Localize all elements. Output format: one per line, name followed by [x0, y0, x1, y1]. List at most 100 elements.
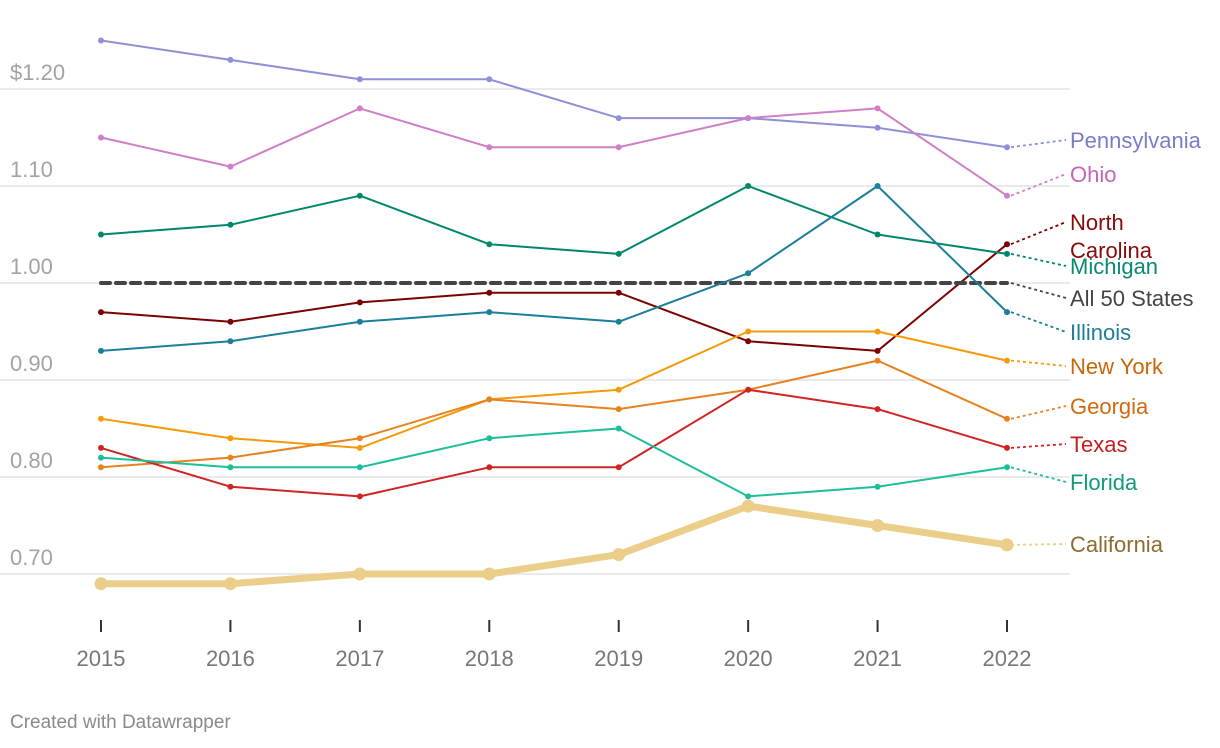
data-point-illinois — [745, 270, 752, 277]
x-tick-label: 2017 — [335, 646, 384, 671]
x-axis: 2015 2016 2017 2018 2019 2020 2021 2022 — [77, 620, 1032, 671]
data-point-ohio — [486, 144, 493, 151]
data-point-ohio — [615, 144, 622, 151]
data-point-pennsylvania — [874, 124, 881, 131]
series-line-michigan — [100, 185, 1008, 255]
series-line-ohio — [100, 107, 1008, 197]
x-tick-label: 2020 — [724, 646, 773, 671]
data-point-florida — [615, 425, 622, 432]
data-point-texas — [745, 386, 752, 393]
data-point-california — [1000, 538, 1014, 552]
data-point-pennsylvania — [356, 76, 363, 83]
line-chart: 0.700.800.901.001.10$1.20 2015 2016 2017 20… — [0, 37, 1202, 671]
data-point-georgia — [874, 357, 881, 364]
data-point-ohio — [227, 163, 234, 170]
data-point-florida — [227, 464, 234, 471]
label-connector-north-carolina — [1010, 221, 1067, 246]
data-point-georgia — [486, 396, 493, 403]
x-tick-label: 2022 — [983, 646, 1032, 671]
series-label-georgia: Georgia — [1070, 394, 1149, 419]
x-tick-label: 2021 — [853, 646, 902, 671]
data-point-new-york — [745, 328, 752, 335]
data-point-texas — [98, 444, 104, 451]
credit-text: Created with Datawrapper — [10, 712, 231, 733]
data-point-florida — [98, 454, 104, 461]
data-point-california — [223, 577, 237, 591]
series-line-north-carolina — [100, 243, 1008, 352]
data-point-georgia — [227, 454, 234, 461]
data-point-california — [741, 499, 755, 513]
data-point-michigan — [1004, 250, 1010, 257]
data-point-new-york — [874, 328, 881, 335]
y-axis-ticks: 0.70 0.80 0.90 1.00 1.10 $1.20 — [10, 60, 65, 570]
data-point-pennsylvania — [486, 76, 493, 83]
data-point-texas — [356, 493, 363, 500]
data-point-north-carolina — [615, 289, 622, 296]
data-point-pennsylvania — [615, 115, 622, 122]
data-point-michigan — [874, 231, 881, 238]
series-label-north-carolina: Carolina — [1070, 238, 1153, 263]
label-connector-texas — [1010, 443, 1067, 449]
series-line-illinois — [100, 185, 1008, 352]
series-line-pennsylvania — [100, 39, 1008, 149]
x-tick-label: 2016 — [206, 646, 255, 671]
data-point-illinois — [874, 183, 881, 189]
data-point-ohio — [356, 105, 363, 112]
label-connector-pennsylvania — [1010, 139, 1067, 149]
data-point-california — [612, 548, 626, 562]
data-point-georgia — [356, 435, 363, 442]
data-point-ohio — [874, 105, 881, 112]
series-label-pennsylvania: Pennsylvania — [1070, 128, 1202, 153]
data-point-michigan — [98, 231, 104, 238]
data-point-north-carolina — [356, 299, 363, 306]
series-lines — [94, 37, 1067, 591]
data-point-north-carolina — [227, 318, 234, 325]
x-tick-label: 2018 — [465, 646, 514, 671]
series-label-michigan: Michigan — [1070, 254, 1158, 279]
data-point-florida — [356, 464, 363, 471]
series-label-new-york: New York — [1070, 354, 1164, 379]
series-line-new-york — [100, 330, 1008, 449]
x-tick-label: 2015 — [77, 646, 126, 671]
data-point-georgia — [1004, 415, 1010, 422]
data-point-new-york — [227, 435, 234, 442]
data-point-north-carolina — [1004, 241, 1010, 248]
x-tick-label: 2019 — [594, 646, 643, 671]
data-point-georgia — [615, 406, 622, 413]
data-point-michigan — [356, 192, 363, 199]
y-tick-label: $1.20 — [10, 60, 65, 85]
data-point-michigan — [745, 183, 752, 189]
data-point-california — [94, 577, 108, 591]
y-tick-label: 0.70 — [10, 545, 53, 570]
label-connector-georgia — [1010, 405, 1067, 420]
series-label-ohio: Ohio — [1070, 162, 1116, 187]
data-point-new-york — [1004, 357, 1010, 364]
series-line-texas — [100, 388, 1008, 498]
label-connector-ohio — [1010, 173, 1067, 197]
data-point-new-york — [356, 444, 363, 451]
data-point-illinois — [98, 347, 104, 354]
gridlines — [0, 88, 1070, 575]
label-connector-michigan — [1010, 253, 1067, 267]
data-point-north-carolina — [98, 309, 104, 316]
data-point-michigan — [486, 241, 493, 248]
label-connector-illinois — [1010, 311, 1067, 333]
series-line-georgia — [100, 359, 1008, 469]
data-point-florida — [874, 483, 881, 490]
data-point-north-carolina — [874, 347, 881, 354]
series-label-all-50-states: All 50 States — [1070, 286, 1194, 311]
data-point-california — [871, 519, 885, 532]
data-point-michigan — [227, 221, 234, 228]
series-line-california — [97, 502, 1011, 588]
data-point-michigan — [615, 250, 622, 257]
data-point-florida — [1004, 464, 1010, 471]
data-point-texas — [227, 483, 234, 490]
data-point-texas — [615, 464, 622, 471]
data-point-illinois — [227, 338, 234, 345]
label-connector-new-york — [1010, 359, 1067, 367]
label-connector-all-50-states — [1010, 282, 1067, 299]
data-point-illinois — [1004, 309, 1010, 316]
data-point-florida — [486, 435, 493, 442]
data-point-new-york — [615, 386, 622, 393]
